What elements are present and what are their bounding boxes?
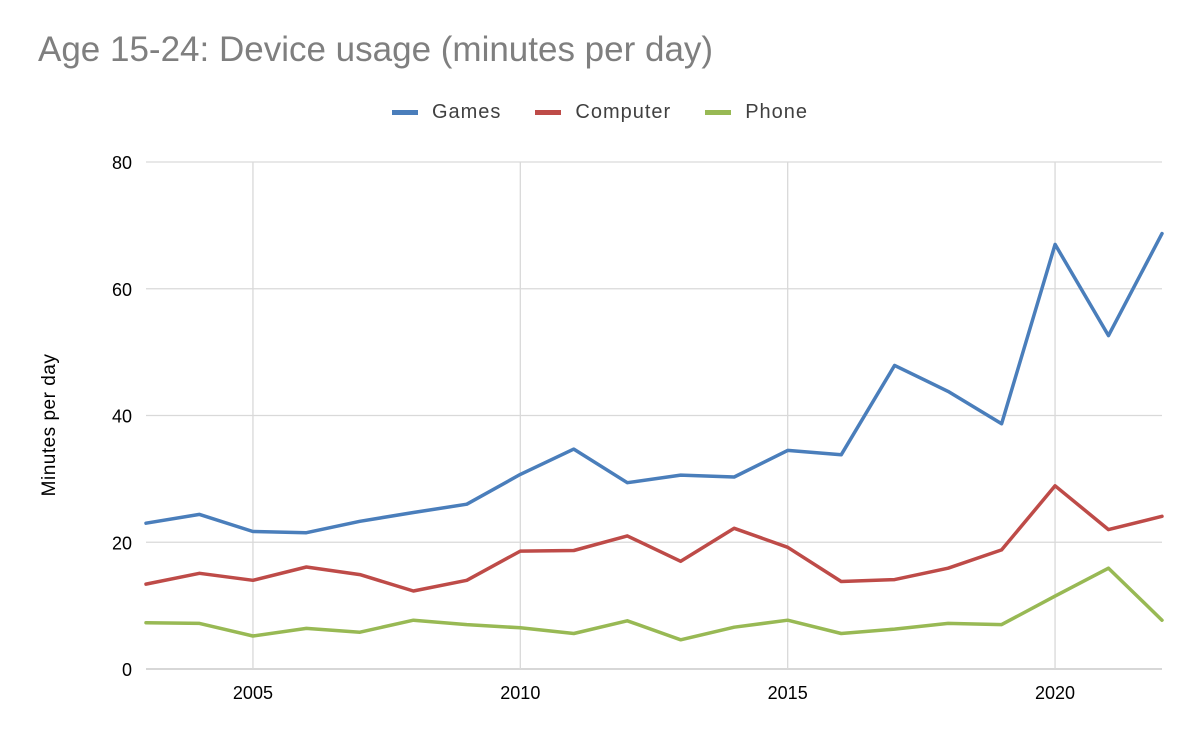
legend-item-phone: Phone: [705, 99, 808, 125]
legend-label-phone: Phone: [745, 100, 809, 123]
chart-title: Age 15-24: Device usage (minutes per day…: [38, 30, 714, 69]
legend-item-games: Games: [391, 99, 502, 125]
legend-swatch-games: [391, 109, 418, 115]
legend-swatch-phone: [705, 109, 732, 115]
x-tick-label: 2010: [500, 683, 540, 703]
y-axis-title: Minutes per day: [39, 354, 60, 497]
series-lines: [144, 231, 1164, 642]
legend-swatch-computer: [535, 109, 562, 115]
series-line-phone: [144, 566, 1164, 642]
series-line-computer: [144, 484, 1164, 593]
x-tick-label: 2020: [1035, 683, 1075, 703]
legend-label-computer: Computer: [575, 100, 672, 123]
gridlines: [146, 161, 1162, 670]
y-tick-label: 0: [122, 660, 132, 680]
y-tick-label: 60: [112, 280, 132, 300]
y-tick-label: 40: [112, 407, 132, 427]
legend-item-computer: Computer: [535, 99, 671, 125]
x-tick-label: 2005: [233, 683, 273, 703]
x-tick-label: 2015: [768, 683, 808, 703]
legend-label-games: Games: [431, 100, 502, 123]
legend: Games Computer Phone: [0, 99, 1200, 125]
y-tick-label: 20: [112, 533, 132, 553]
y-tick-label: 80: [112, 153, 132, 173]
tick-labels: 0 20 40 60 80 2005 2010 2015 2020: [112, 153, 1075, 703]
series-line-games: [144, 231, 1164, 535]
